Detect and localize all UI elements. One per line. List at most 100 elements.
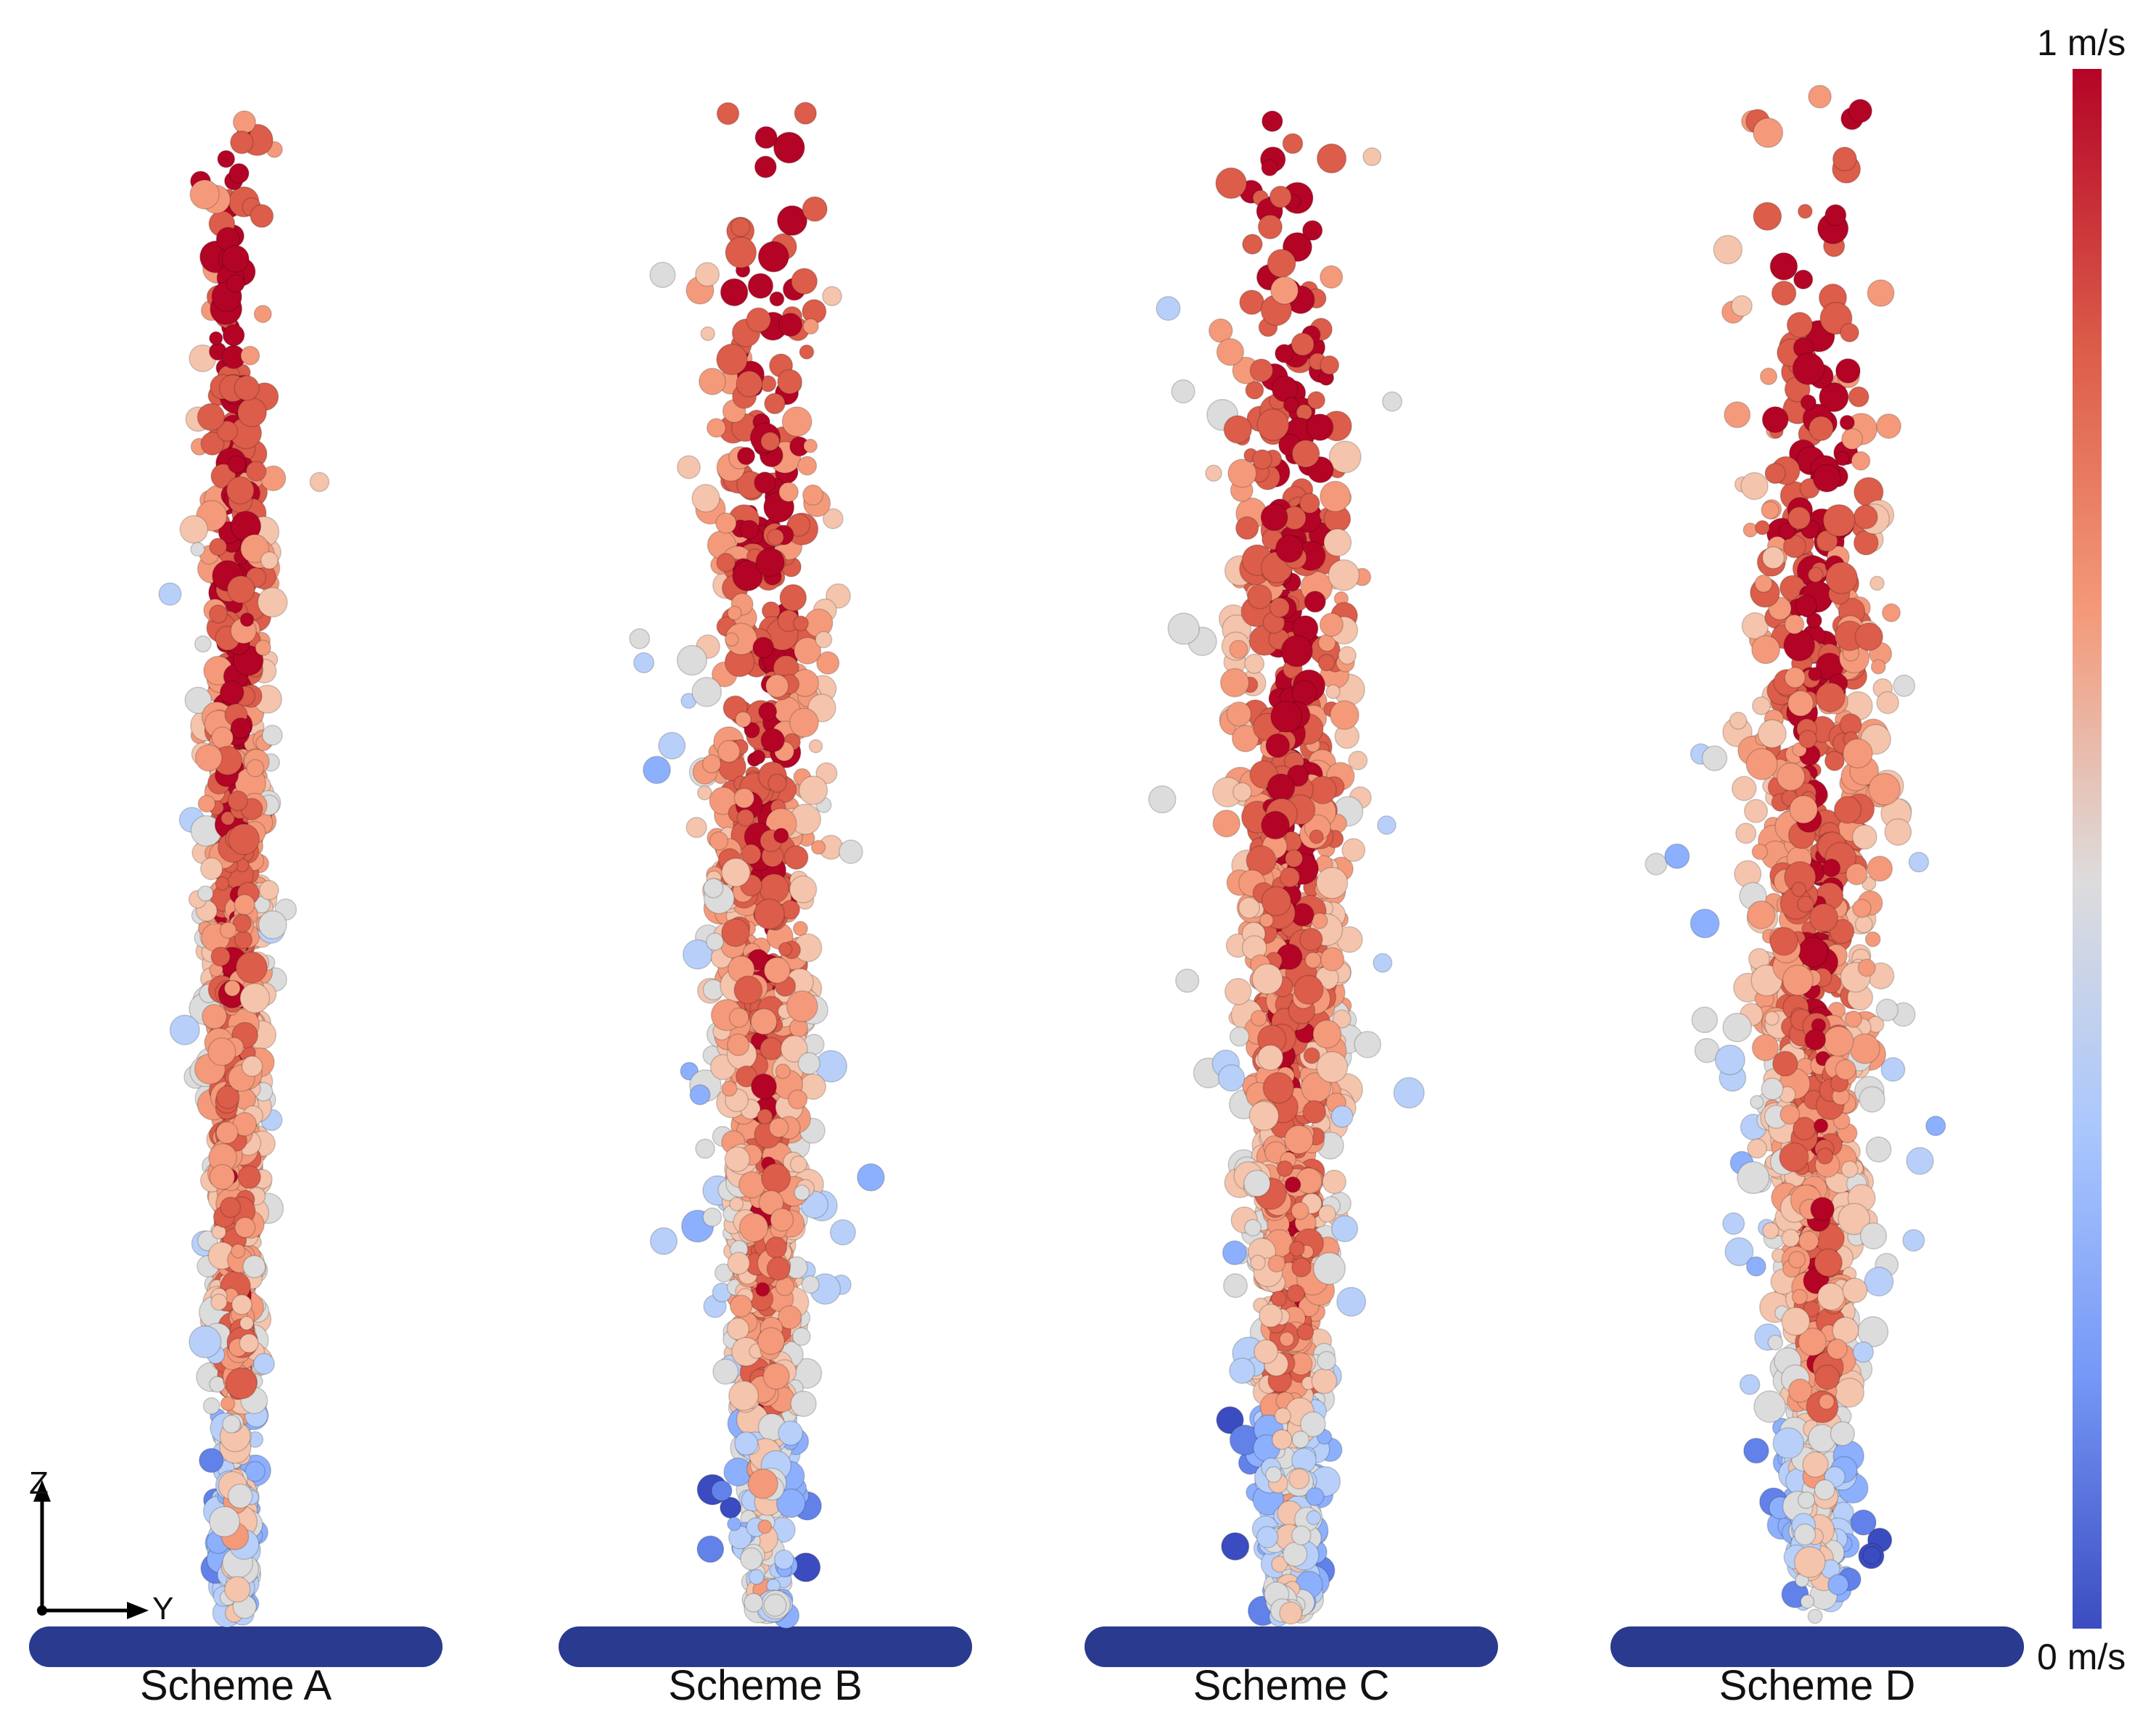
particle (750, 1008, 778, 1035)
particle (689, 1084, 711, 1106)
particle (1781, 1307, 1811, 1336)
particle (1258, 1303, 1283, 1328)
particle (211, 726, 234, 749)
particle (1316, 143, 1347, 174)
particle (242, 1254, 266, 1279)
particle (1156, 296, 1181, 321)
particle (231, 1293, 252, 1315)
particle (770, 1207, 794, 1232)
particle (1271, 1428, 1293, 1450)
colorbar-max-label: 1 m/s (2037, 22, 2126, 63)
particle (1783, 629, 1816, 662)
particle (1818, 1394, 1835, 1410)
particle (778, 482, 799, 503)
particle (733, 975, 763, 1005)
particle (1205, 464, 1222, 482)
particle (764, 392, 786, 415)
particle (698, 367, 726, 395)
particle (210, 946, 231, 967)
particle (706, 418, 726, 438)
particle (1288, 1241, 1305, 1257)
particle (258, 910, 287, 939)
particle (1257, 1044, 1284, 1071)
particle (1761, 406, 1789, 433)
particle (711, 1480, 733, 1502)
particle (1826, 1338, 1848, 1360)
particle (1832, 147, 1857, 172)
particle (1249, 358, 1274, 382)
particle (202, 1397, 221, 1415)
particle (229, 163, 250, 184)
particle (799, 344, 815, 360)
particle (691, 484, 720, 513)
particle (1789, 794, 1819, 824)
particle (1759, 367, 1778, 385)
particle (1787, 1251, 1806, 1269)
particle (750, 749, 766, 765)
particle (255, 639, 271, 657)
particle (1328, 440, 1362, 474)
particle (234, 1217, 256, 1238)
particle (1382, 391, 1403, 412)
particle (787, 1089, 808, 1110)
particle (1288, 1468, 1310, 1490)
particle (754, 472, 776, 494)
particle-bed (1085, 1626, 1498, 1667)
particle (1714, 1044, 1745, 1076)
particle (309, 472, 330, 493)
particle (236, 397, 268, 428)
particle (1291, 1201, 1309, 1220)
particle (778, 1305, 802, 1330)
particle (1849, 1033, 1880, 1064)
particle (686, 816, 707, 839)
particle (775, 1488, 806, 1518)
particle (760, 1163, 791, 1193)
particle (1797, 203, 1813, 219)
particle (169, 1014, 200, 1045)
particle (1753, 202, 1782, 231)
particle (810, 839, 826, 855)
particle (1322, 1169, 1347, 1194)
particle (230, 1243, 246, 1259)
particle (1791, 881, 1807, 897)
particle (1722, 1212, 1745, 1235)
particle (1229, 639, 1248, 659)
particle (1825, 561, 1859, 595)
particle (709, 831, 729, 851)
particle (1320, 947, 1345, 971)
particle (1822, 858, 1841, 878)
particle (258, 880, 279, 900)
particle (1852, 1341, 1875, 1363)
particle (1306, 413, 1334, 441)
particle (1216, 1406, 1244, 1434)
particle (1822, 503, 1856, 537)
particle (1291, 332, 1315, 356)
particle (1269, 597, 1291, 618)
particle (1800, 394, 1817, 411)
particle (793, 615, 809, 632)
particle (1797, 1491, 1816, 1510)
particle (1280, 635, 1313, 667)
particle (1254, 1339, 1279, 1365)
particle (1824, 750, 1845, 771)
particle (221, 811, 236, 826)
particle (1839, 414, 1855, 431)
particle (727, 1516, 741, 1531)
particle (716, 102, 740, 126)
particle (1757, 719, 1787, 749)
particle-column (629, 102, 885, 1629)
particle (775, 1064, 791, 1079)
particle (1235, 516, 1259, 540)
scheme-b-label: Scheme B (668, 1662, 863, 1709)
particle (179, 514, 209, 544)
particle (1267, 1254, 1285, 1273)
particle (1804, 1029, 1827, 1051)
particle (768, 1117, 789, 1138)
particle (1284, 1176, 1301, 1193)
particle (227, 455, 247, 474)
particle (1291, 1430, 1310, 1449)
particle (1798, 937, 1829, 968)
particle (1377, 815, 1396, 835)
particle (1279, 867, 1301, 888)
particle (1270, 700, 1303, 733)
